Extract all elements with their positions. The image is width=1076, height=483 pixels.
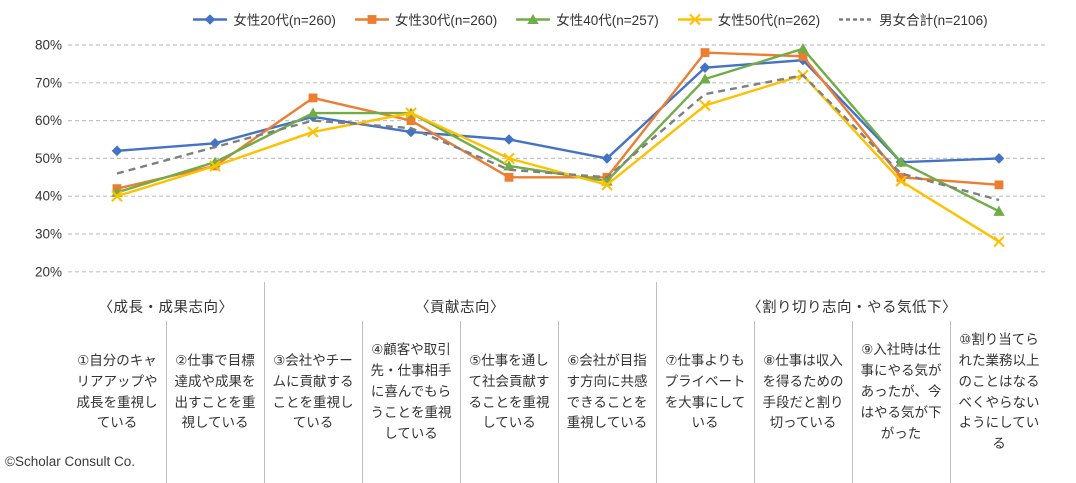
x-marker-icon xyxy=(503,152,515,165)
square-marker-icon xyxy=(700,48,710,57)
legend-item: 女性40代(n=257) xyxy=(515,9,659,29)
legend-dashed-line-icon xyxy=(839,17,874,21)
category-divider-line xyxy=(852,321,853,483)
triangle-marker-icon xyxy=(797,43,809,54)
series-line xyxy=(116,58,1000,164)
axis-group-label: 〈割り切り志向・やる気低下〉 xyxy=(747,299,957,316)
group-divider-line xyxy=(264,282,265,483)
square-marker-icon xyxy=(367,14,377,24)
series-line xyxy=(116,73,1000,202)
x-marker-icon xyxy=(601,179,613,191)
legend-x-icon xyxy=(677,13,712,25)
square-marker-icon xyxy=(994,180,1004,190)
category-divider-line xyxy=(460,321,461,483)
x-marker-icon xyxy=(307,126,319,138)
y-axis-tick-label: 50% xyxy=(35,151,62,166)
series-line xyxy=(116,73,1000,243)
square-marker-icon xyxy=(504,172,514,182)
copyright-text: ©Scholar Consult Co. xyxy=(5,454,136,469)
legend-label: 女性30代(n=260) xyxy=(394,13,498,28)
diamond-marker-icon xyxy=(699,62,711,73)
y-axis-tick-label: 80% xyxy=(35,38,62,53)
y-axis-tick-label: 70% xyxy=(35,75,62,90)
diamond-marker-icon xyxy=(601,153,613,164)
triangle-marker-icon xyxy=(895,156,907,167)
legend-label: 男女合計(n=2106) xyxy=(879,13,988,28)
diamond-marker-icon xyxy=(503,134,515,145)
series-line xyxy=(116,51,1000,190)
square-marker-icon xyxy=(896,172,906,182)
x-marker-icon xyxy=(699,99,711,112)
triangle-marker-icon xyxy=(993,205,1005,216)
category-divider-line xyxy=(950,321,951,483)
legend-label: 女性20代(n=260) xyxy=(233,13,336,28)
chart-legend: 女性20代(n=260) 女性30代(n=260) 女性40代(n=257) 女性50… xyxy=(0,8,1076,30)
y-axis-tick-label: 60% xyxy=(35,113,62,128)
category-divider-line xyxy=(362,321,363,483)
legend-item: 女性20代(n=260) xyxy=(192,9,336,29)
square-marker-icon xyxy=(798,51,808,61)
category-divider-line xyxy=(754,321,755,483)
axis-category-label: ②仕事で目標達成や成果を出すことを重視している xyxy=(174,352,256,431)
axis-category-label: ③会社やチームに貢献することを重視している xyxy=(272,352,354,431)
group-divider-line xyxy=(656,282,657,483)
square-marker-icon xyxy=(308,93,318,103)
x-marker-icon xyxy=(993,235,1005,248)
legend-diamond-icon xyxy=(193,13,228,25)
axis-category-label: ④顧客や取引先・仕事相手に喜んでもらうことを重視している xyxy=(370,342,452,441)
axis-category-label: ⑦仕事よりもプライベートを大事にしている xyxy=(664,352,746,431)
axis-group-labels: 〈成長・成果志向〉 〈貢献志向〉 〈割り切り志向・やる気低下〉 xyxy=(68,282,1048,330)
diamond-marker-icon xyxy=(205,13,216,25)
legend-label: 女性50代(n=262) xyxy=(717,13,821,28)
x-marker-icon xyxy=(209,160,221,172)
legend-item: 女性50代(n=262) xyxy=(677,9,820,29)
y-axis-tick-label: 30% xyxy=(35,227,62,242)
legend-square-icon xyxy=(354,14,389,24)
diamond-marker-icon xyxy=(209,137,221,149)
axis-category-labels: ①自分のキャリアアップや成長を重視している ②仕事で目標達成や成果を出すことを重視… xyxy=(68,330,1048,455)
category-divider-line xyxy=(166,321,167,483)
series-line xyxy=(116,47,1000,213)
triangle-marker-icon xyxy=(699,73,711,84)
diamond-marker-icon xyxy=(993,153,1005,164)
diamond-marker-icon xyxy=(111,145,123,157)
axis-category-label: ⑤仕事を通して社会貢献することを重視している xyxy=(468,352,550,431)
chart-plot-area: 80% 70% 60% 50% 40% 30% 20% xyxy=(35,38,1048,279)
y-axis-tick-label: 20% xyxy=(35,264,62,279)
legend-item: 女性30代(n=260) xyxy=(354,9,497,29)
legend-triangle-icon xyxy=(516,13,551,24)
axis-group-label: 〈成長・成果志向〉 xyxy=(98,299,234,316)
triangle-marker-icon xyxy=(527,13,539,24)
axis-category-label: ⑥会社が目指す方向に共感できることを重視している xyxy=(566,352,648,431)
y-axis-tick-label: 40% xyxy=(35,189,62,204)
x-marker-icon xyxy=(895,175,907,187)
legend-item: 男女合計(n=2106) xyxy=(838,9,988,29)
triangle-marker-icon xyxy=(503,160,515,171)
legend-label: 女性40代(n=257) xyxy=(556,13,659,28)
x-marker-icon xyxy=(688,13,701,25)
x-marker-icon xyxy=(405,107,417,119)
axis-category-label: ⑧仕事は収入を得るための手段だと割り切っている xyxy=(762,352,844,431)
axis-category-label: ⑨入社時は仕事にやる気があったが、今はやる気が下がった xyxy=(860,342,942,441)
triangle-marker-icon xyxy=(307,107,319,118)
category-divider-line xyxy=(558,321,559,483)
axis-category-label: ①自分のキャリアアップや成長を重視している xyxy=(76,352,158,431)
axis-group-label: 〈貢献志向〉 xyxy=(415,299,505,316)
axis-category-label: ⑩割り当てられた業務以上のことはなるべくやらないようにしている xyxy=(958,331,1040,452)
x-marker-icon xyxy=(111,190,123,202)
square-marker-icon xyxy=(406,116,416,125)
